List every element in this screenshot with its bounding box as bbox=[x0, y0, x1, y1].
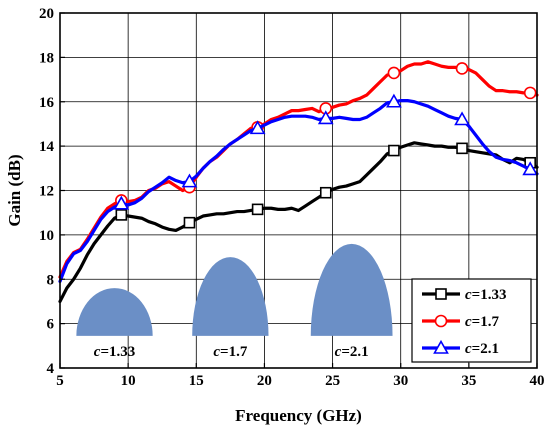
y-tick-label: 8 bbox=[47, 272, 55, 288]
x-tick-label: 40 bbox=[530, 373, 545, 389]
series-1-marker bbox=[251, 203, 264, 216]
y-tick-label: 10 bbox=[39, 228, 54, 244]
series-line-3 bbox=[58, 99, 539, 284]
series-1-marker bbox=[115, 209, 128, 221]
x-tick-label: 15 bbox=[189, 373, 204, 389]
series-line-2 bbox=[58, 60, 539, 279]
y-tick-label: 4 bbox=[47, 361, 55, 377]
series-3-marker bbox=[454, 111, 470, 126]
series-3-marker bbox=[317, 110, 334, 125]
y-tick-label: 20 bbox=[39, 6, 54, 22]
series-2-marker bbox=[523, 86, 537, 100]
series-1-marker bbox=[183, 216, 196, 229]
series-3-marker bbox=[386, 93, 402, 108]
x-tick-label: 35 bbox=[461, 373, 476, 389]
dome-shape-2 bbox=[192, 257, 269, 336]
series-2-marker bbox=[387, 66, 401, 80]
dome-label-1: c=1.33 bbox=[94, 344, 135, 360]
series-line-1 bbox=[58, 141, 539, 304]
legend-label-3: c=2.1 bbox=[465, 341, 499, 357]
y-tick-label: 12 bbox=[39, 184, 54, 200]
x-tick-label: 20 bbox=[257, 373, 272, 389]
x-tick-label: 25 bbox=[325, 373, 340, 389]
x-tick-label: 30 bbox=[393, 373, 408, 389]
series-1-marker bbox=[456, 142, 468, 155]
legend-label-1: c=1.33 bbox=[465, 287, 506, 303]
y-tick-label: 16 bbox=[39, 95, 55, 111]
inset-shapes: c=1.33 c=1.7 c=2.1 bbox=[76, 243, 393, 360]
legend-marker-3 bbox=[433, 339, 449, 354]
y-tick-label: 14 bbox=[39, 139, 55, 155]
x-tick-label: 10 bbox=[121, 373, 136, 389]
x-axis-title: Frequency (GHz) bbox=[235, 406, 362, 425]
axis-ticks: 5 10 15 20 25 30 35 40 4 6 8 10 12 14 16 18 20 bbox=[39, 6, 545, 389]
dome-label-3: c=2.1 bbox=[335, 344, 369, 360]
legend-marker-1 bbox=[435, 288, 447, 300]
y-tick-label: 6 bbox=[47, 317, 55, 333]
series-lines bbox=[58, 60, 539, 304]
legend-marker-2 bbox=[434, 314, 448, 328]
legend: c=1.33 c=1.7 c=2.1 bbox=[411, 278, 532, 363]
dome-label-2: c=1.7 bbox=[213, 344, 247, 360]
y-axis-title: Gain (dB) bbox=[5, 154, 24, 226]
series-3 bbox=[58, 93, 539, 284]
series-1 bbox=[58, 141, 539, 304]
series-2 bbox=[58, 60, 539, 279]
series-3-marker bbox=[113, 195, 130, 210]
x-tick-label: 5 bbox=[56, 373, 64, 389]
series-3-marker bbox=[249, 120, 266, 135]
series-1-marker bbox=[388, 144, 400, 157]
series-1-marker bbox=[319, 186, 332, 199]
series-2-marker bbox=[455, 62, 469, 75]
dome-shape-3 bbox=[310, 243, 393, 336]
series-3-marker bbox=[181, 173, 198, 188]
series-3-marker bbox=[522, 161, 539, 176]
dome-shape-1 bbox=[76, 288, 153, 336]
legend-label-2: c=1.7 bbox=[465, 314, 499, 330]
y-tick-label: 18 bbox=[39, 50, 54, 66]
